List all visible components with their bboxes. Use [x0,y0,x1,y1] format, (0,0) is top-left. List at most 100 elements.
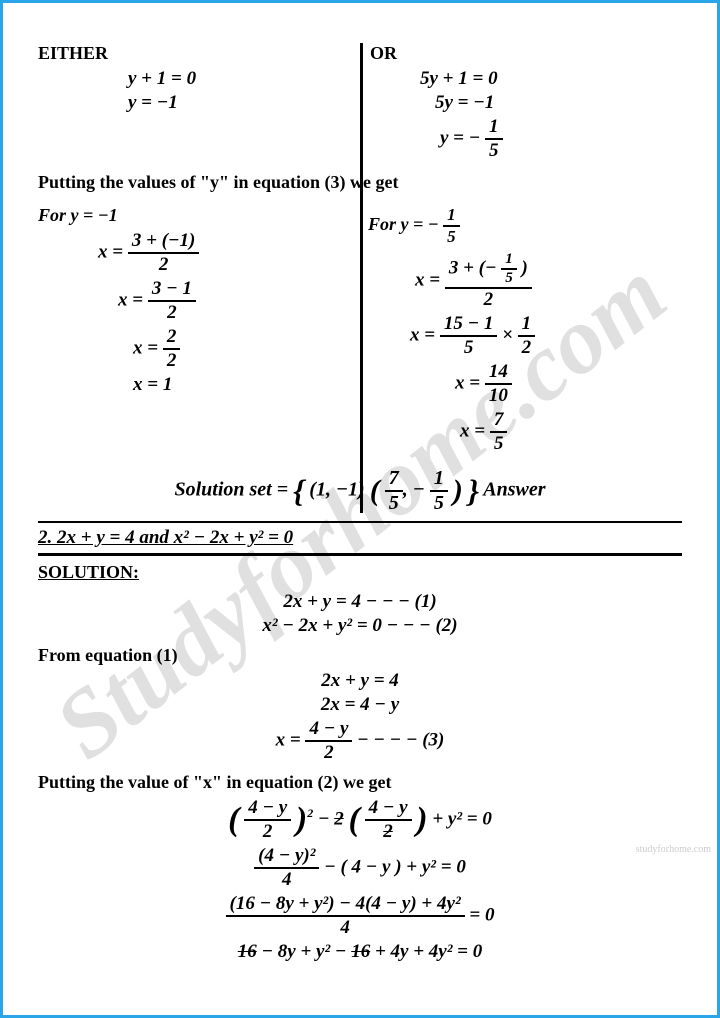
eq: x = 3 + (− 15 ) 2 [360,251,682,311]
text: Solution set = [174,479,293,501]
for-text: For y = − 1 5 [360,205,682,247]
text: (1, −1) [309,479,364,501]
either-sub: For y = −1 x = 3 + (−1) 2 x = 3 − 1 2 x … [38,197,360,457]
numerator: 4 − y [244,797,291,821]
either-label: EITHER [38,43,360,64]
or-label: OR [360,43,682,64]
denominator: 10 [485,385,512,407]
eq: x = 15 − 1 5 × 1 2 [360,313,682,359]
eq: (4 − y)² 4 − ( 4 − y ) + y² = 0 [38,845,682,891]
from-equation-text: From equation (1) [38,645,682,666]
eq: 5y + 1 = 0 [360,68,682,90]
denominator: 4 [226,917,465,939]
fraction: 3 + (− 15 ) 2 [445,251,532,311]
denominator: 2 [445,289,532,311]
numerator: 1 [485,116,503,140]
eq: x = 7 5 [360,409,682,455]
for-text: For y = −1 [38,205,360,226]
brace-icon: } [468,473,479,509]
page-content: EITHER y + 1 = 0 y = −1 OR 5y + 1 = 0 5y… [38,43,682,963]
denominator: 2 [128,254,200,276]
putting-text-2: Putting the value of "x" in equation (2)… [38,772,682,793]
numerator: 3 + (−1) [128,230,200,254]
eq: 5y = −1 [360,92,682,114]
eq: (16 − 8y + y²) − 4(4 − y) + 4y² 4 = 0 [38,893,682,939]
question-2: 2. 2x + y = 4 and x² − 2x + y² = 0 [38,527,682,549]
text: y = − [440,127,485,148]
denominator: 5 [385,492,403,515]
eq: 16 − 8y + y² − 16 + 4y + 4y² = 0 [38,941,682,963]
eq: x = 4 − y 2 − − − − (3) [38,718,682,764]
text: x = [276,729,306,750]
text: + y² = 0 [432,808,492,829]
denominator: 2 [163,350,181,372]
text: ) [517,257,528,278]
either-or-block: EITHER y + 1 = 0 y = −1 OR 5y + 1 = 0 5y… [38,43,682,164]
fraction: 1 5 [443,205,460,247]
denominator: 2 [244,821,291,843]
text: x = [133,337,163,358]
numerator: 1 [443,205,460,227]
denominator: 5 [430,492,448,515]
paren-icon: ( [370,474,380,507]
denominator: 2 [305,742,352,764]
horizontal-rule [38,521,682,523]
or-column: OR 5y + 1 = 0 5y = −1 y = − 1 5 [360,43,682,164]
denominator: 5 [440,337,498,359]
text: x = [98,241,128,262]
numerator: 1 [430,467,448,492]
fraction: 14 10 [485,361,512,407]
numerator: 15 − 1 [440,313,498,337]
text: x = [455,372,485,393]
numerator: 14 [485,361,512,385]
text: − 8y + y² − [262,941,352,962]
eq: 2x + y = 4 [38,670,682,692]
eq: x = 2 2 [38,326,360,372]
fraction: 4 − y 2 [365,797,412,843]
text: − 2 [318,808,344,829]
paren-icon: ) [296,801,307,838]
numerator: 7 [385,467,403,492]
denominator: 5 [443,227,460,247]
denominator: 2 [365,821,412,843]
numerator: 1 [518,313,536,337]
eq: x = 3 − 1 2 [38,278,360,324]
eq: ( 4 − y 2 )2 − 2 ( 4 − y 2 ) + y² = 0 [38,797,682,843]
fraction: (4 − y)² 4 [254,845,319,891]
denominator: 5 [490,433,508,455]
eq: x = 1 [38,374,360,396]
fraction: 7 5 [385,467,403,515]
or-sub: For y = − 1 5 x = 3 + (− 15 ) 2 x = [360,197,682,457]
eq: x = 14 10 [360,361,682,407]
paren-icon: ( [228,801,239,838]
numerator: 1 [501,251,517,270]
horizontal-rule [38,553,682,556]
text: x = [118,289,148,310]
text: x = [460,420,490,441]
text: 16 [238,941,257,962]
text: 16 [351,941,370,962]
eq: x² − 2x + y² = 0 − − − (2) [38,615,682,637]
fraction: 2 2 [163,326,181,372]
brace-icon: { [293,473,304,509]
fraction: 1 5 [485,116,503,162]
eq: y = −1 [38,92,360,114]
numerator: 2 [163,326,181,350]
paren-icon: ) [453,474,463,507]
denominator: 5 [485,140,503,162]
substitution-block: For y = −1 x = 3 + (−1) 2 x = 3 − 1 2 x … [38,197,682,457]
fraction: 15 − 1 5 [440,313,498,359]
solution-header: SOLUTION: [38,562,682,583]
numerator: 3 + (− 15 ) [445,251,532,289]
fraction: 4 − y 2 [305,718,352,764]
text: − ( 4 − y ) + y² = 0 [324,856,466,877]
text: x = [410,324,440,345]
text: x = [415,269,445,290]
text: Answer [483,479,545,501]
text: × [502,324,518,345]
paren-icon: ( [348,801,359,838]
fraction: 4 − y 2 [244,797,291,843]
fraction: 1 2 [518,313,536,359]
eq: 2x + y = 4 − − − (1) [38,591,682,613]
numerator: 4 − y [305,718,352,742]
